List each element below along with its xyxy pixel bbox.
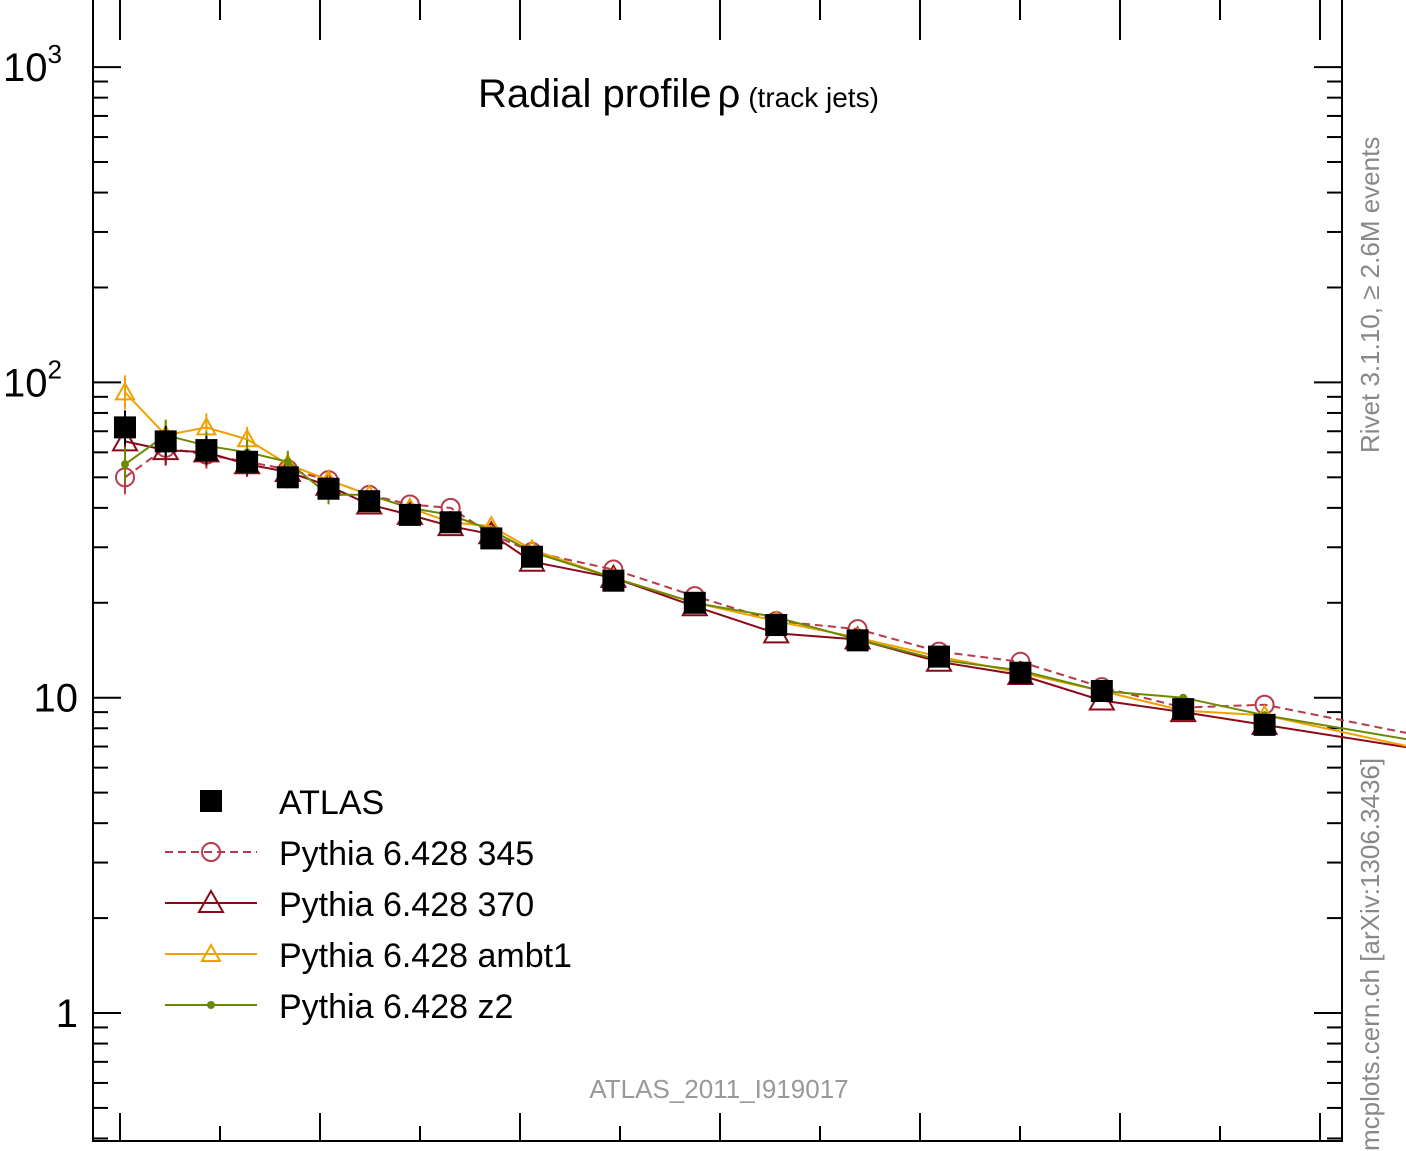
analysis-label: ATLAS_2011_I919017 xyxy=(589,1074,848,1104)
mcplots-source-label: mcplots.cern.ch [arXiv:1306.3436] xyxy=(1355,757,1385,1151)
legend: ATLAS Pythia 6.428 345 Pythia 6.428 370 Pyt… xyxy=(165,784,572,1026)
legend-label: Pythia 6.428 370 xyxy=(279,886,534,924)
data-point xyxy=(195,439,218,462)
legend-entry: Pythia 6.428 z2 xyxy=(165,988,513,1026)
data-point xyxy=(846,629,869,652)
data-point xyxy=(114,381,136,401)
data-point xyxy=(480,527,503,550)
legend-marker xyxy=(200,790,222,812)
legend-label: Pythia 6.428 ambt1 xyxy=(279,937,572,975)
rivet-version-label: Rivet 3.1.10, ≥ 2.6M events xyxy=(1355,136,1385,453)
y-tick-label: 103 xyxy=(3,39,62,90)
data-point xyxy=(602,569,625,592)
data-point xyxy=(1253,713,1276,736)
data-point xyxy=(358,490,381,513)
legend-marker xyxy=(200,942,222,962)
legend-marker xyxy=(201,842,221,862)
axis-ticks-layer: 1 10 102 103 xyxy=(3,0,1342,1141)
data-point xyxy=(521,545,543,568)
legend-entry: ATLAS xyxy=(200,784,384,822)
data-point xyxy=(276,466,299,489)
data-point xyxy=(114,416,136,439)
data-point xyxy=(121,460,129,469)
data-point xyxy=(236,450,259,473)
data-point xyxy=(765,614,788,637)
legend-entry: Pythia 6.428 370 xyxy=(165,886,534,924)
legend-label: ATLAS xyxy=(279,784,384,822)
legend-label: Pythia 6.428 z2 xyxy=(279,988,513,1026)
data-point xyxy=(154,430,177,453)
y-tick-label: 10 xyxy=(34,677,79,721)
data-point xyxy=(1090,680,1113,703)
data-point xyxy=(683,591,706,614)
series-atlas xyxy=(114,410,1276,736)
data-point xyxy=(398,503,421,526)
legend-label: Pythia 6.428 345 xyxy=(279,835,534,873)
y-tick-label: 1 xyxy=(56,992,78,1036)
data-point xyxy=(928,645,950,668)
legend-entry: Pythia 6.428 ambt1 xyxy=(165,937,572,975)
labels-layer: Radial profile ρ (track jets) ATLAS_2011_I… xyxy=(478,72,879,1104)
data-point xyxy=(1172,698,1195,721)
chart-title-suffix: (track jets) xyxy=(748,82,879,113)
data-point xyxy=(317,477,340,500)
series-layer xyxy=(111,375,1406,749)
data-point xyxy=(283,457,292,466)
plot-frame xyxy=(92,0,1343,1142)
chart-title: Radial profile ρ (track jets) xyxy=(478,72,879,116)
data-point xyxy=(439,511,462,534)
chart-title-symbol: ρ xyxy=(717,72,740,116)
legend-marker xyxy=(197,888,225,913)
y-tick-label: 102 xyxy=(3,354,62,405)
chart-title-main: Radial profile xyxy=(478,72,711,116)
legend-marker xyxy=(207,1001,215,1009)
plot-frame-layer xyxy=(92,0,1343,1142)
data-point xyxy=(1009,661,1032,684)
legend-entry: Pythia 6.428 345 xyxy=(165,835,534,873)
